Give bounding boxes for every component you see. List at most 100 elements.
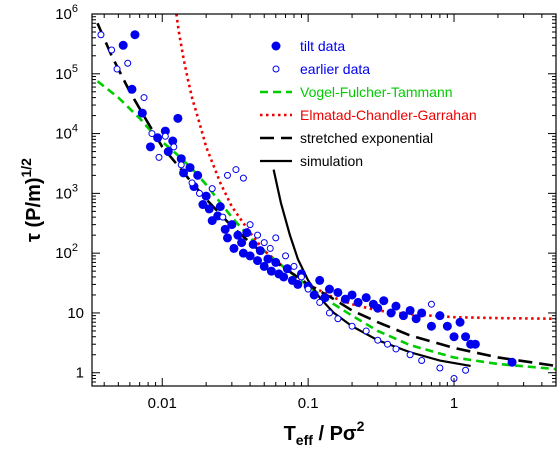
tilt-data-point (176, 154, 186, 164)
y-tick-label: 105 (55, 63, 78, 83)
tilt-data-point (333, 287, 343, 297)
tilt-data-point (442, 321, 452, 331)
legend-label-se: stretched exponential (300, 130, 433, 146)
tilt-data-point (455, 317, 465, 327)
earlier-data-point (188, 179, 196, 187)
tilt-data-point (405, 305, 415, 315)
tilt-data-point (153, 133, 163, 143)
legend-marker-tilt (271, 41, 281, 51)
earlier-data-point (348, 322, 356, 330)
earlier-data-point (113, 65, 121, 73)
tilt-data-point (320, 293, 330, 303)
tilt-data-point (353, 297, 363, 307)
earlier-data-point (384, 340, 392, 348)
earlier-data-point (392, 345, 400, 353)
earlier-data-point (272, 234, 280, 242)
legend: tilt data earlier data Vogel-Fulcher-Tamma… (260, 38, 477, 169)
earlier-data-point (282, 252, 290, 260)
earlier-data-point (334, 315, 342, 323)
earlier-data-point (232, 166, 240, 174)
tilt-data-point (361, 293, 371, 303)
tilt-data-point (118, 40, 128, 50)
tilt-data-point (379, 296, 389, 306)
tilt-data-point (373, 303, 383, 313)
tilt-data-point (347, 290, 357, 300)
earlier-data-point (246, 221, 254, 229)
tilt-data-point (255, 246, 265, 256)
x-axis-title-main: T (284, 423, 296, 445)
tilt-data-point (204, 204, 214, 214)
tilt-data-point (507, 357, 517, 367)
tilt-data-point (293, 279, 303, 289)
earlier-data-point (97, 31, 105, 39)
legend-label-sim: simulation (300, 153, 363, 169)
tilt-data-point (263, 254, 273, 264)
curve-2 (175, 14, 556, 321)
earlier-data-point (374, 336, 382, 344)
tilt-data-point (242, 228, 252, 238)
earlier-data-point (161, 132, 169, 140)
legend-label-earlier: earlier data (300, 61, 370, 77)
tilt-data-point (253, 256, 263, 266)
tilt-data-point (160, 126, 170, 136)
x-tick-label: 0.1 (298, 395, 319, 412)
earlier-data-point (427, 300, 435, 308)
earlier-data-point (290, 262, 298, 270)
earlier-data-point (195, 189, 203, 197)
legend-label-tilt: tilt data (300, 38, 345, 54)
tilt-data-point (340, 294, 350, 304)
earlier-data-point (304, 285, 312, 293)
earlier-data-point (140, 94, 148, 102)
y-tick-label: 10 (67, 305, 84, 322)
earlier-data-point (124, 59, 132, 67)
tilt-data-point (309, 290, 319, 300)
tilt-data-point (411, 314, 421, 324)
earlier-data-point (177, 161, 185, 169)
tilt-data-point (386, 308, 396, 318)
tilt-data-point (248, 239, 258, 249)
x-axis-title-rest: / Pσ (313, 423, 357, 445)
earlier-data-point (148, 130, 156, 138)
tilt-data-point (391, 301, 401, 311)
tilt-data-point (435, 311, 445, 321)
earlier-data-point (297, 273, 305, 281)
earlier-data-point (316, 298, 324, 306)
earlier-data-point (219, 213, 227, 221)
earlier-data-point (223, 171, 231, 179)
earlier-data-point (170, 143, 178, 151)
tilt-data-point (324, 284, 334, 294)
tilt-data-point (198, 200, 208, 210)
earlier-data-point (462, 366, 470, 374)
curve-4 (272, 169, 471, 368)
legend-label-ecg: Elmatad-Chandler-Garrahan (300, 107, 477, 123)
tilt-data-point (266, 266, 276, 276)
legend-label-vft: Vogel-Fulcher-Tammann (300, 84, 453, 100)
earlier-data-point (239, 174, 247, 182)
tilt-data-point (259, 261, 269, 271)
earlier-data-point (418, 357, 426, 365)
earlier-data-point (362, 327, 370, 335)
tilt-data-point (245, 251, 255, 261)
y-tick-label: 103 (55, 182, 78, 202)
y-tick-label: 106 (55, 3, 78, 23)
tilt-data-point (417, 308, 427, 318)
earlier-data-point (260, 239, 268, 247)
curve-3 (96, 22, 556, 368)
tilt-data-point (449, 332, 459, 342)
tilt-data-point (279, 272, 289, 282)
y-axis-title: τ (P/m)1/2 (18, 158, 45, 242)
tilt-data-point (145, 142, 155, 152)
earlier-data-point (155, 153, 163, 161)
y-axis-title-sup: 1/2 (18, 158, 34, 178)
tilt-data-point (137, 108, 147, 118)
tilt-data-point (220, 224, 230, 234)
tilt-data-point (271, 257, 281, 267)
tilt-data-point (229, 243, 239, 253)
earlier-data-point (406, 351, 414, 359)
tilt-data-point (179, 168, 189, 178)
earlier-data-point (208, 185, 216, 193)
tilt-data-point (222, 233, 232, 243)
tilt-data-point (173, 113, 183, 123)
